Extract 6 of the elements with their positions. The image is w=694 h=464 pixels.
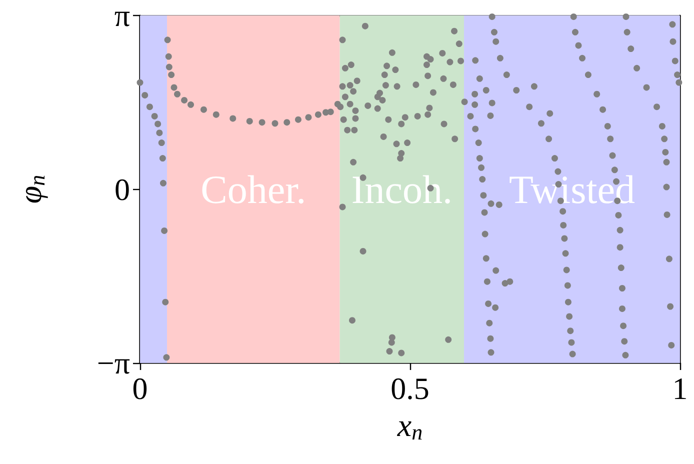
x-tick-label: 0.5 [390,371,430,406]
y-tick-label: π [114,0,130,33]
x-tick-label: 1 [672,371,688,406]
y-tick-label: 0 [114,172,130,207]
y-tick-label: −π [96,346,130,380]
y-axis-title: φn [12,174,50,204]
